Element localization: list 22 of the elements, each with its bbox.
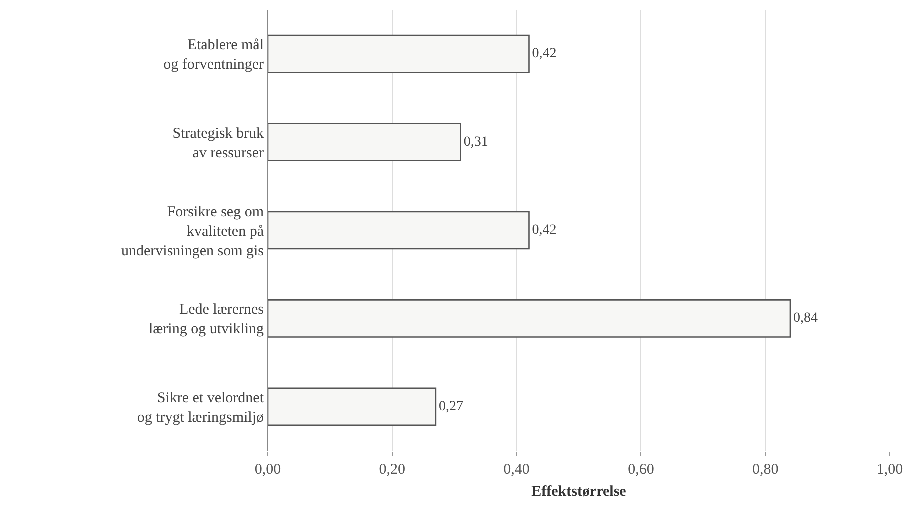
data-label: 0,31	[464, 134, 488, 150]
y-tick-label: Strategisk bruk av ressurser	[172, 126, 264, 162]
x-tick-label: 1,00	[876, 462, 904, 478]
data-label: 0,27	[438, 399, 464, 414]
x-tick-label: 0,40	[504, 462, 530, 478]
x-tick-label: 0,80	[752, 462, 779, 478]
x-tick-label: 0,60	[628, 462, 654, 478]
y-tick-label: Etablere mål og forventninger	[164, 38, 264, 74]
data-label: 0,84	[793, 311, 818, 326]
bar	[268, 300, 792, 338]
x-axis-title: Effektstørrelse	[532, 484, 627, 500]
bar	[268, 388, 437, 426]
x-tick-label: 0,20	[379, 462, 406, 478]
data-label: 0,42	[532, 223, 557, 238]
bar	[268, 34, 530, 74]
bar	[268, 211, 530, 250]
data-label: 0,42	[532, 46, 557, 62]
y-tick-label: Lede lærernes læring og utvikling	[148, 302, 264, 338]
y-tick-label: Sikre et velordnet og trygt læringsmiljø	[137, 390, 265, 426]
y-tick-label: Forsikre seg om kvaliteten på undervisningen som gis	[122, 204, 264, 260]
x-tick-label: 0,00	[254, 462, 282, 478]
bar	[268, 123, 462, 162]
